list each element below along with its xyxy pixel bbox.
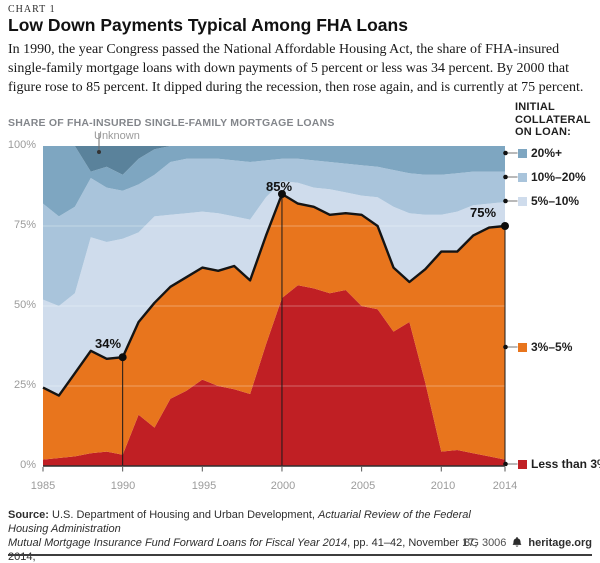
x-tick-2000: 2000 (270, 480, 296, 492)
callout-2014: 75% (469, 205, 497, 220)
callout-1990: 34% (94, 336, 122, 351)
report-id: BG 3006 (463, 536, 507, 549)
source-title-italic: Actuarial Review of the Federal Housing … (8, 509, 471, 535)
swatch-5-10 (518, 196, 527, 206)
callout-2000: 85% (265, 179, 293, 194)
legend-label: 3%–5% (531, 340, 573, 354)
swatch-20-plus (518, 148, 527, 158)
brand-site: heritage.org (528, 536, 592, 549)
unknown-area-label: Unknown (94, 130, 140, 142)
x-tick-2014: 2014 (492, 480, 518, 492)
swatch-3-5 (518, 342, 527, 352)
source-text: U.S. Department of Housing and Urban Dev… (48, 509, 318, 521)
legend-label: 20%+ (531, 146, 563, 160)
swatch-10-20 (518, 172, 527, 182)
liberty-bell-icon (512, 537, 522, 547)
legend-item-10-20: 10%–20% (518, 170, 586, 184)
legend-title-line2: COLLATERAL (515, 113, 591, 126)
legend-item-20-plus: 20%+ (518, 146, 562, 160)
x-tick-1990: 1990 (110, 480, 136, 492)
legend-item-5-10: 5%–10% (518, 194, 579, 208)
legend-title: INITIAL COLLATERAL ON LOAN: (515, 101, 591, 139)
legend-item-less-3: Less than 3% (518, 457, 600, 471)
legend-item-3-5: 3%–5% (518, 340, 572, 354)
chart-intro: In 1990, the year Congress passed the Na… (8, 42, 584, 95)
legend-title-line1: INITIAL (515, 101, 555, 113)
source-label: Source: (8, 509, 49, 521)
source-line-1: Source: U.S. Department of Housing and U… (8, 508, 488, 536)
legend-title-line3: ON LOAN: (515, 126, 571, 138)
chart-kicker: CHART 1 (8, 4, 56, 15)
x-tick-1995: 1995 (191, 480, 217, 492)
y-tick-75: 75% (13, 219, 36, 231)
legend-label: 5%–10% (531, 194, 580, 208)
y-tick-25: 25% (13, 379, 36, 391)
x-tick-1985: 1985 (30, 480, 56, 492)
chart-subtitle: SHARE OF FHA-INSURED SINGLE-FAMILY MORTG… (8, 117, 335, 129)
page-title: Low Down Payments Typical Among FHA Loan… (8, 15, 408, 35)
source-note: Source: U.S. Department of Housing and U… (8, 508, 488, 563)
source-title-italic: Mutual Mortgage Insurance Fund Forward L… (8, 537, 348, 549)
swatch-less-3 (518, 459, 527, 469)
x-tick-2010: 2010 (430, 480, 456, 492)
y-tick-50: 50% (13, 299, 36, 311)
legend-label: 10%–20% (531, 170, 586, 184)
x-tick-2005: 2005 (350, 480, 376, 492)
source-line-2: Mutual Mortgage Insurance Fund Forward L… (8, 536, 488, 563)
brand-block: BG 3006 heritage.org (463, 536, 592, 549)
y-tick-0: 0% (20, 459, 36, 471)
y-tick-100: 100% (7, 139, 36, 151)
legend-label: Less than 3% (531, 457, 600, 471)
footer-divider (8, 554, 592, 556)
